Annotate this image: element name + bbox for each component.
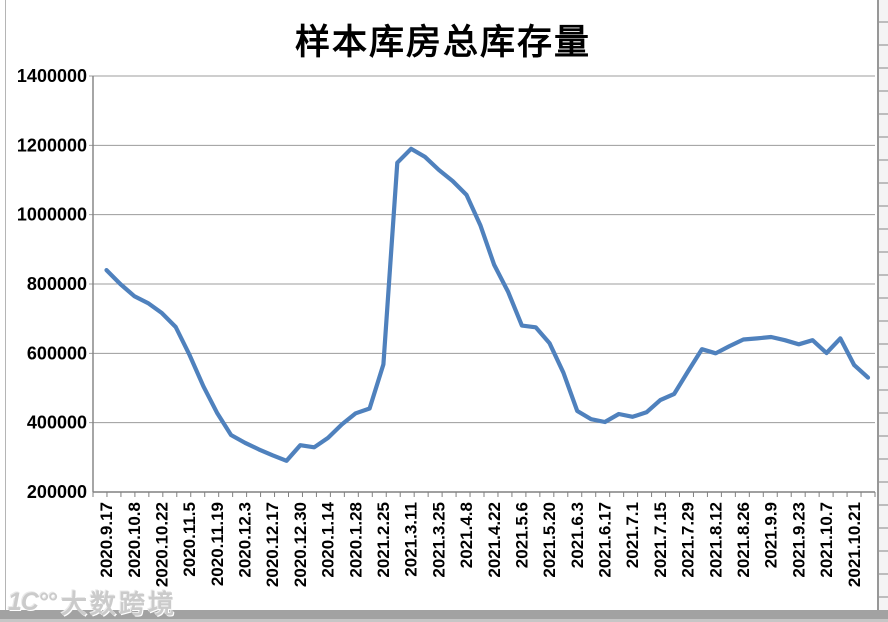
x-tick-label: 2021.8.12 — [706, 502, 725, 578]
x-tick-label: 2021.7.29 — [679, 502, 698, 578]
x-tick-label: 2021.6.3 — [568, 502, 587, 568]
watermark-logo-icon: 1C°° — [8, 588, 57, 616]
watermark: 1C°° 大数跨境 — [8, 584, 177, 621]
series-line — [104, 146, 871, 463]
x-tick-label: 2020.12.17 — [263, 502, 282, 587]
bottom-edge-strip — [0, 619, 888, 622]
x-tick-label: 2020.12.3 — [236, 502, 255, 578]
x-tick-label: 2021.7.15 — [651, 502, 670, 578]
x-tick-label: 2021.5.20 — [540, 502, 559, 578]
y-tick-label: 600000 — [27, 343, 87, 363]
y-tick-label: 1000000 — [17, 205, 87, 225]
x-tick-label: 2020.9.17 — [97, 502, 116, 578]
x-tick-label: 2021.3.25 — [429, 502, 448, 578]
x-tick-label: 2021.3.11 — [402, 502, 421, 577]
x-tick-label: 2020.12.30 — [291, 502, 310, 587]
x-tick-label: 2021.4.22 — [485, 502, 504, 578]
x-tick-label: 2021.2.25 — [374, 502, 393, 578]
x-tick-label: 2020.11.19 — [208, 502, 227, 586]
bottom-scrollbar-strip — [0, 610, 888, 619]
y-tick-label: 1200000 — [17, 135, 87, 155]
window-border-right — [877, 0, 879, 622]
window-border-left — [5, 0, 6, 622]
x-tick-label: 2021.10.21 — [845, 502, 864, 587]
x-tick-label: 2020.1.14 — [319, 501, 338, 577]
chart-title: 样本库房总库存量 — [294, 23, 592, 62]
y-tick-label: 400000 — [27, 413, 87, 433]
x-tick-label: 2021.9.9 — [762, 502, 781, 568]
watermark-text: 大数跨境 — [60, 589, 177, 619]
y-tick-label: 200000 — [27, 482, 87, 502]
x-tick-label: 2021.10.7 — [817, 502, 836, 578]
window-edge-row-ticks — [879, 0, 888, 622]
x-tick-label: 2020.10.22 — [153, 502, 172, 587]
y-tick-label: 800000 — [27, 274, 87, 294]
y-tick-label: 1400000 — [17, 66, 87, 86]
x-tick-label: 2020.11.5 — [180, 502, 199, 577]
x-tick-label: 2021.8.26 — [734, 502, 753, 578]
x-tick-label: 2020.10.8 — [125, 502, 144, 578]
x-tick-label: 2021.4.8 — [457, 502, 476, 568]
x-tick-label: 2021.5.6 — [513, 502, 532, 568]
x-tick-label: 2021.6.17 — [596, 502, 615, 578]
x-tick-label: 2020.1.28 — [346, 502, 365, 578]
x-tick-label: 2021.7.1 — [623, 502, 642, 568]
x-tick-label: 2021.9.23 — [789, 502, 808, 578]
